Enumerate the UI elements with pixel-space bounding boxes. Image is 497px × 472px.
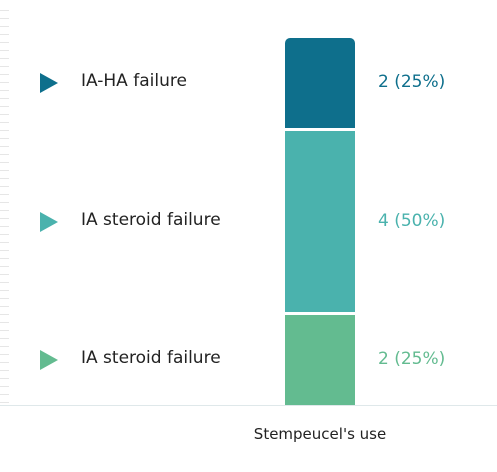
ruler-tick [0, 298, 9, 299]
ruler-tick [0, 146, 9, 147]
ruler-tick [0, 322, 9, 323]
ruler-tick [0, 218, 9, 219]
ruler-tick [0, 354, 9, 355]
ruler-tick [0, 170, 9, 171]
ruler-tick [0, 210, 9, 211]
bar-segment-1 [285, 38, 355, 129]
legend-item: IA steroid failure [0, 206, 260, 236]
ruler-tick [0, 130, 9, 131]
ruler-tick [0, 26, 9, 27]
ruler-tick [0, 154, 9, 155]
ruler-tick [0, 34, 9, 35]
ruler-tick [0, 226, 9, 227]
x-axis-baseline [0, 405, 497, 406]
legend-item: IA steroid failure [0, 344, 260, 374]
triangle-marker-icon [40, 211, 58, 232]
ruler-tick [0, 242, 9, 243]
ruler-tick [0, 346, 9, 347]
triangle-marker-icon [40, 73, 58, 94]
ruler-tick [0, 98, 9, 99]
ruler-tick [0, 82, 9, 83]
ruler-tick [0, 138, 9, 139]
ruler-tick [0, 122, 9, 123]
ruler-tick [0, 58, 9, 59]
x-category-label: Stempeucel's use [253, 425, 387, 443]
left-tick-ruler [0, 0, 14, 405]
ruler-tick [0, 402, 9, 403]
ruler-tick [0, 18, 9, 19]
ruler-tick [0, 338, 9, 339]
ruler-tick [0, 258, 9, 259]
ruler-tick [0, 362, 9, 363]
ruler-tick [0, 282, 9, 283]
ruler-tick [0, 250, 9, 251]
ruler-tick [0, 330, 9, 331]
bar-segment-3 [285, 314, 355, 405]
ruler-tick [0, 394, 9, 395]
ruler-tick [0, 202, 9, 203]
ruler-tick [0, 42, 9, 43]
ruler-tick [0, 50, 9, 51]
ruler-tick [0, 234, 9, 235]
ruler-tick [0, 314, 9, 315]
bar-segment-2 [285, 131, 355, 312]
ruler-tick [0, 378, 9, 379]
ruler-tick [0, 178, 9, 179]
legend-label: IA steroid failure [81, 347, 221, 368]
ruler-tick [0, 10, 9, 11]
ruler-tick [0, 186, 9, 187]
ruler-tick [0, 106, 9, 107]
ruler-tick [0, 90, 9, 91]
ruler-tick [0, 162, 9, 163]
legend-item: IA-HA failure [0, 67, 260, 97]
ruler-tick [0, 306, 9, 307]
segment-value-label: 4 (50%) [378, 210, 446, 231]
ruler-tick [0, 370, 9, 371]
ruler-tick [0, 386, 9, 387]
ruler-tick [0, 114, 9, 115]
segment-value-label: 2 (25%) [378, 348, 446, 369]
ruler-tick [0, 274, 9, 275]
legend-label: IA steroid failure [81, 209, 221, 230]
ruler-tick [0, 194, 9, 195]
ruler-tick [0, 290, 9, 291]
ruler-tick [0, 66, 9, 67]
ruler-tick [0, 266, 9, 267]
segment-value-label: 2 (25%) [378, 72, 446, 93]
legend-label: IA-HA failure [81, 71, 187, 92]
ruler-tick [0, 74, 9, 75]
triangle-marker-icon [40, 349, 58, 370]
